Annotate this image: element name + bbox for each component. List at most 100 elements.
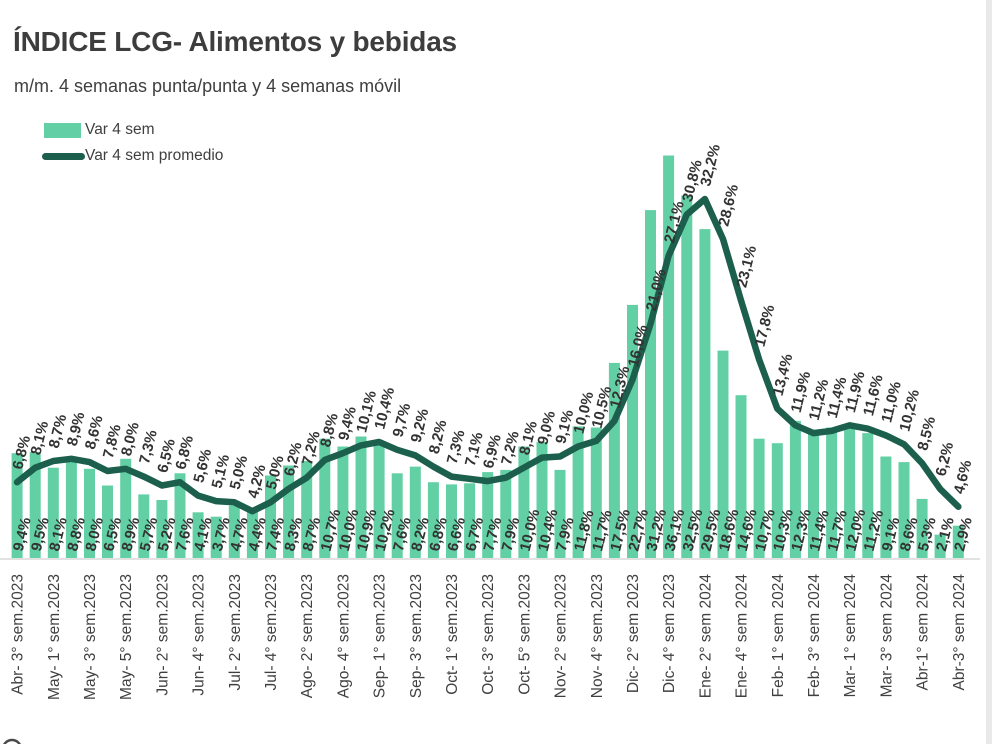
chart-subtitle: m/m. 4 semanas punta/punta y 4 semanas m… <box>14 76 402 96</box>
bar-30 <box>554 469 566 558</box>
bar-40 <box>735 395 747 558</box>
bar-19 <box>355 436 367 558</box>
x-tick-label-3: May- 5° sem.2023 <box>118 574 135 700</box>
line-value-label-41: 17,8% <box>752 303 779 348</box>
legend-line-swatch <box>42 152 85 160</box>
chart-title: ÍNDICE LCG- Alimentos y bebidas <box>13 26 457 57</box>
line-value-label-40: 23,1% <box>733 244 760 289</box>
bar-39 <box>717 350 729 558</box>
bar-9 <box>174 473 186 558</box>
bar-49 <box>898 462 910 558</box>
line-value-label-39: 28,6% <box>715 183 742 228</box>
bar-18 <box>337 446 349 558</box>
bar-28 <box>518 446 530 558</box>
x-tick-label-11: Sep- 3° sem.2023 <box>408 574 425 698</box>
bar-3 <box>65 459 77 558</box>
bar-38 <box>699 229 711 558</box>
bar-10 <box>192 512 204 558</box>
bar-17 <box>319 438 331 558</box>
bar-6 <box>120 458 132 558</box>
bar-21 <box>391 473 403 558</box>
x-tick-label-22: Feb- 3° sem 2024 <box>806 574 823 698</box>
legend-label-var-4-sem-promedio: Var 4 sem promedio <box>85 147 224 164</box>
x-tick-label-8: Ago- 2° sem.2023 <box>299 574 316 698</box>
bar-2 <box>47 467 59 558</box>
bar-29 <box>536 442 548 558</box>
bar-34 <box>627 304 638 558</box>
x-tick-label-16: Nov- 4° sem.2023 <box>589 574 606 698</box>
bar-5 <box>102 485 113 558</box>
bar-23 <box>427 482 439 558</box>
bar-50 <box>916 498 928 558</box>
right-edge-shade <box>986 0 992 744</box>
x-tick-label-7: Jul- 4° sem.2023 <box>263 574 280 690</box>
bar-0 <box>11 453 23 558</box>
bar-24 <box>446 484 457 558</box>
bar-41 <box>753 438 765 558</box>
bar-22 <box>409 466 421 558</box>
x-tick-label-25: Abr-1° sem 2024 <box>915 574 932 691</box>
bar-35 <box>645 210 656 558</box>
bar-25 <box>464 483 476 558</box>
legend: Var 4 sem Var 4 sem promedio <box>42 117 224 169</box>
legend-item-var-4-sem-promedio: Var 4 sem promedio <box>42 143 224 169</box>
line-value-label-50: 8,5% <box>914 415 939 452</box>
bar-4 <box>84 468 95 558</box>
legend-bar-swatch <box>44 122 81 138</box>
x-tick-label-23: Mar- 1° sem 2024 <box>842 574 859 698</box>
x-tick-label-21: Feb- 1° sem 2024 <box>770 574 787 698</box>
bar-26 <box>482 472 494 558</box>
bar-42 <box>771 443 783 558</box>
bar-44 <box>808 430 819 558</box>
bar-33 <box>608 362 620 558</box>
bar-37 <box>681 195 693 558</box>
line-value-label-38: 32,2% <box>697 143 724 188</box>
bar-14 <box>265 475 276 558</box>
x-tick-label-15: Nov- 2° sem.2023 <box>553 574 570 698</box>
bar-36 <box>663 155 675 558</box>
bar-31 <box>572 426 584 558</box>
bar-13 <box>246 508 258 558</box>
x-tick-label-1: May- 1° sem.2023 <box>46 574 63 700</box>
bar-52 <box>952 525 964 558</box>
legend-label-var-4-sem: Var 4 sem <box>85 121 155 138</box>
bar-45 <box>826 427 838 558</box>
x-tick-label-14: Oct- 5° sem.2023 <box>516 574 533 695</box>
bar-27 <box>500 469 512 558</box>
bar-46 <box>844 424 856 558</box>
bar-11 <box>210 516 222 558</box>
line-value-label-52: 4,6% <box>951 458 976 495</box>
x-tick-label-12: Oct- 1° sem.2023 <box>444 574 461 695</box>
x-tick-label-10: Sep- 1° sem.2023 <box>372 574 389 698</box>
line-value-label-51: 6,2% <box>933 441 958 478</box>
x-tick-label-5: Jun- 4° sem.2023 <box>191 574 208 696</box>
bar-15 <box>283 465 295 558</box>
x-tick-label-17: Dic- 2° sem 2023 <box>625 574 642 693</box>
x-tick-label-6: Jul- 2° sem.2023 <box>227 574 244 690</box>
bar-20 <box>373 444 385 558</box>
legend-item-var-4-sem: Var 4 sem <box>44 117 223 143</box>
partial-logo-mark <box>3 738 21 744</box>
bar-12 <box>228 505 240 558</box>
x-tick-label-26: Abr-3° sem 2024 <box>951 574 968 691</box>
x-tick-label-24: Mar- 3° sem 2024 <box>878 574 895 698</box>
trend-line <box>13 195 962 515</box>
bar-8 <box>156 500 168 558</box>
bar-51 <box>934 534 946 558</box>
x-tick-label-20: Ene- 4° sem 2024 <box>734 574 751 699</box>
bar-48 <box>880 456 892 558</box>
x-tick-label-18: Dic- 4° sem 2023 <box>661 574 678 693</box>
x-tick-label-2: May- 3° sem.2023 <box>82 574 99 700</box>
x-tick-label-19: Ene- 2° sem 2024 <box>697 574 714 699</box>
bar-32 <box>590 427 602 558</box>
x-tick-label-13: Oct- 3° sem.2023 <box>480 574 497 695</box>
bar-7 <box>138 494 150 558</box>
bar-16 <box>301 461 313 558</box>
bar-43 <box>789 420 801 558</box>
bar-47 <box>862 433 874 558</box>
x-tick-label-4: Jun- 2° sem.2023 <box>154 574 171 696</box>
x-tick-label-0: Abr- 3° sem.2023 <box>10 574 27 695</box>
bar-1 <box>29 452 41 558</box>
x-tick-label-9: Ago- 4° sem.2023 <box>335 574 352 698</box>
